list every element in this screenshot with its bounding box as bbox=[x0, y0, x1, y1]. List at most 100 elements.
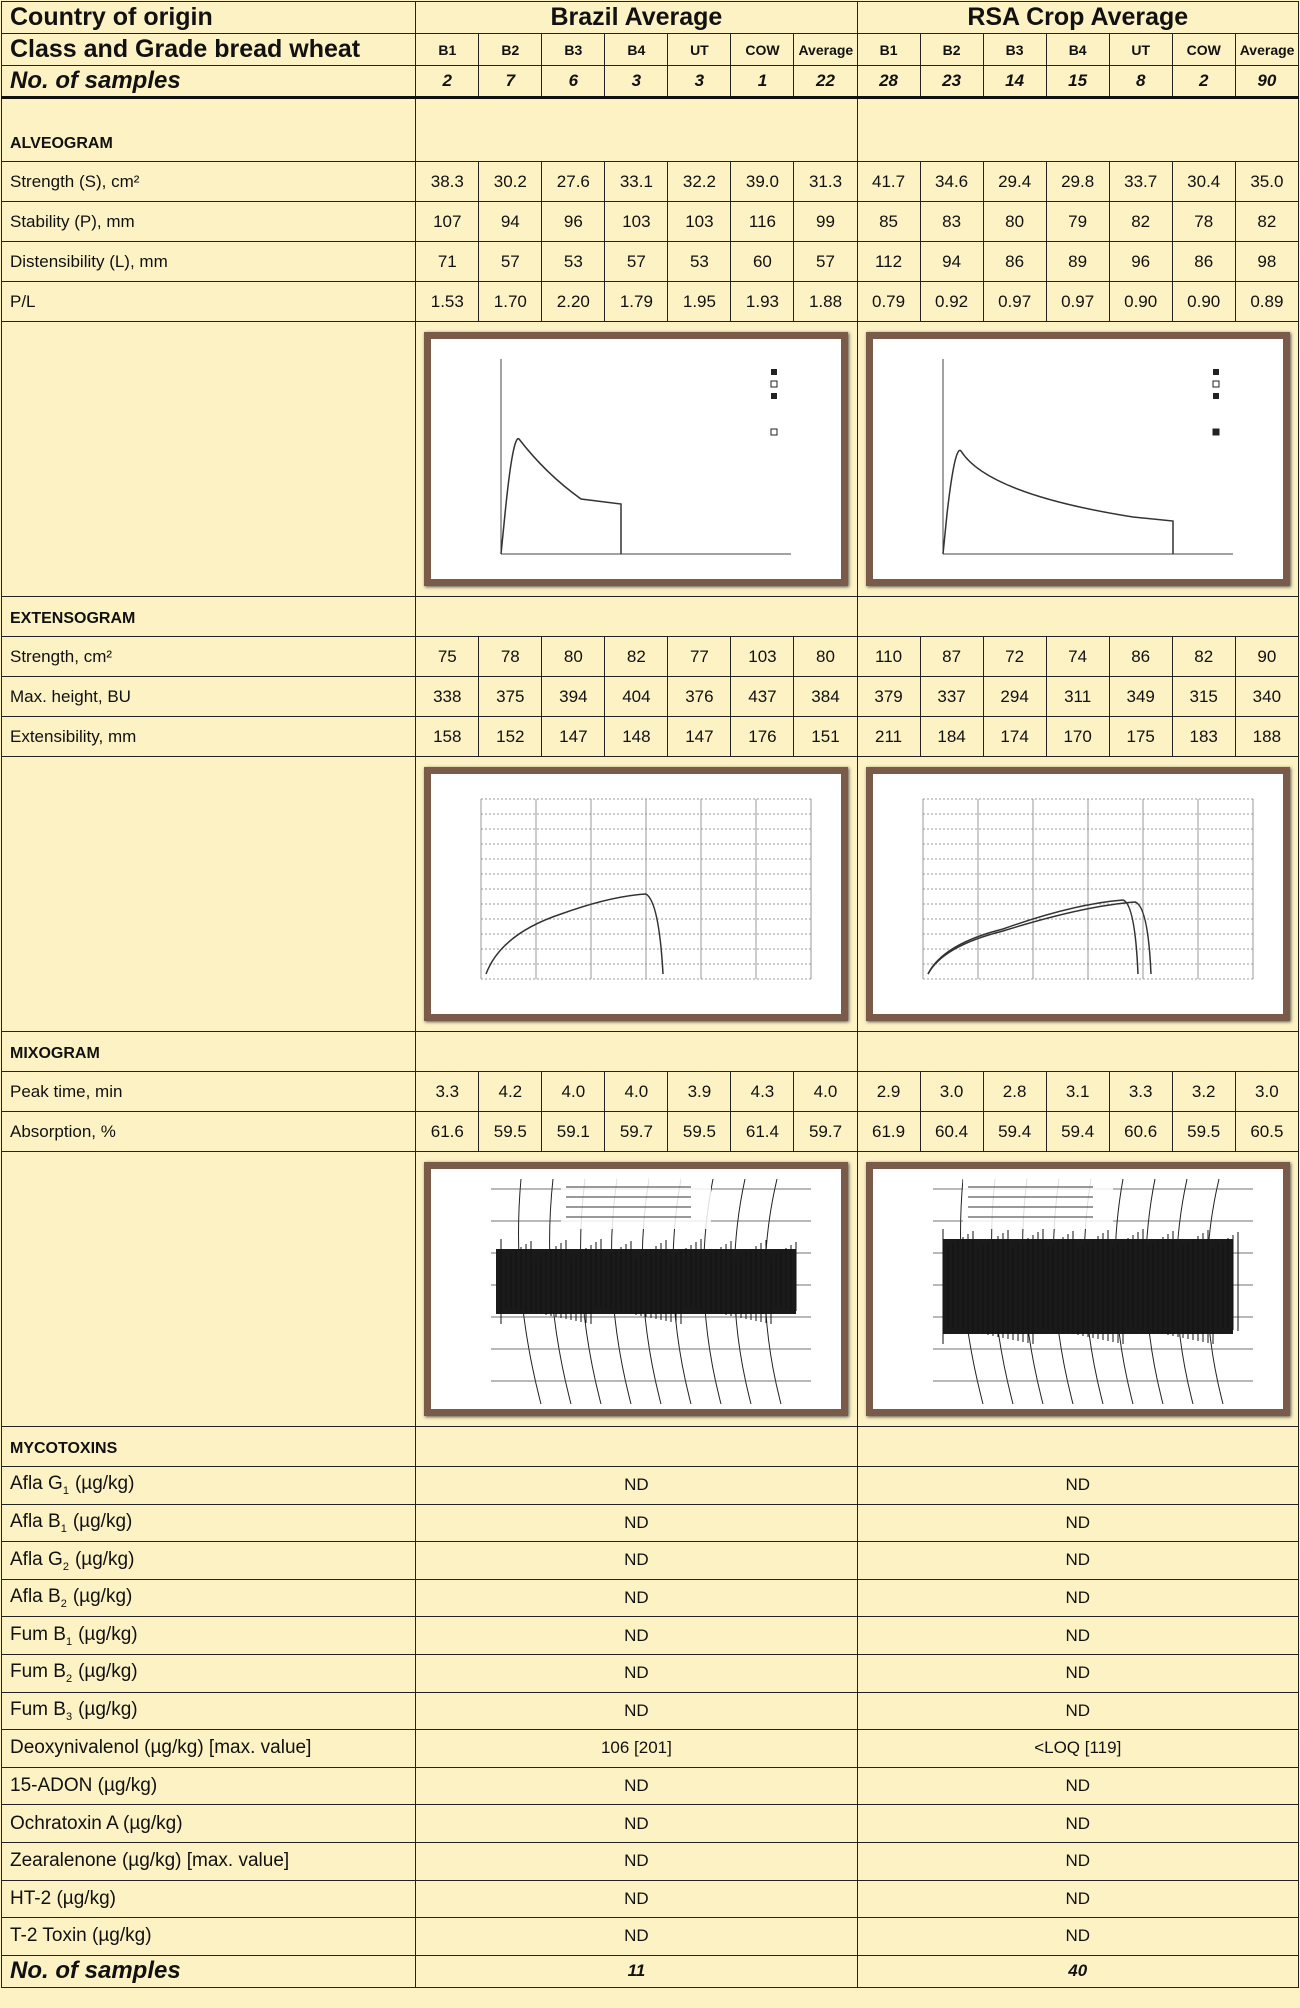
value-cell: 86 bbox=[983, 242, 1046, 282]
class-header: B4 bbox=[1046, 34, 1109, 66]
graph-stroke bbox=[1213, 429, 1219, 435]
value-cell: 311 bbox=[1046, 677, 1109, 717]
value-cell: 1.88 bbox=[794, 282, 857, 322]
class-header: UT bbox=[668, 34, 731, 66]
value-cell: 3.2 bbox=[1172, 1072, 1235, 1112]
value-cell: 30.2 bbox=[479, 162, 542, 202]
value-cell: 89 bbox=[1046, 242, 1109, 282]
graph-cell bbox=[416, 322, 857, 597]
empty-cell bbox=[416, 597, 857, 637]
value-cell: ND bbox=[857, 1467, 1298, 1505]
class-header: Average bbox=[794, 34, 857, 66]
row-label: Strength (S), cm² bbox=[2, 162, 416, 202]
value-cell: 77 bbox=[668, 637, 731, 677]
value-cell: 90 bbox=[1235, 637, 1298, 677]
row-label: P/L bbox=[2, 282, 416, 322]
graph-image bbox=[431, 1169, 841, 1409]
class-header: Average bbox=[1235, 34, 1298, 66]
value-cell: 148 bbox=[605, 717, 668, 757]
graph-frame bbox=[424, 1162, 848, 1416]
group-header: RSA Crop Average bbox=[857, 2, 1298, 34]
table-row: Afla B2(µg/kg)NDND bbox=[2, 1579, 1299, 1617]
value-cell: 337 bbox=[920, 677, 983, 717]
row-label: Afla G bbox=[10, 1473, 63, 1494]
value-cell: 0.97 bbox=[983, 282, 1046, 322]
value-cell: 59.4 bbox=[983, 1112, 1046, 1152]
value-cell: 31.3 bbox=[794, 162, 857, 202]
graph-stroke bbox=[771, 393, 777, 399]
value-cell: 41.7 bbox=[857, 162, 920, 202]
value-cell: 340 bbox=[1235, 677, 1298, 717]
table-row: ALVEOGRAM bbox=[2, 98, 1299, 162]
value-cell: ND bbox=[857, 1617, 1298, 1655]
value-cell: 0.90 bbox=[1172, 282, 1235, 322]
value-cell: 174 bbox=[983, 717, 1046, 757]
value-cell: 107 bbox=[416, 202, 479, 242]
table-row bbox=[2, 322, 1299, 597]
empty-cell bbox=[2, 757, 416, 1032]
table-row: MYCOTOXINS bbox=[2, 1427, 1299, 1467]
unit: (µg/kg) bbox=[75, 1549, 135, 1570]
row-label-cell: Deoxynivalenol (µg/kg) [max. value] bbox=[2, 1730, 416, 1768]
value-cell: ND bbox=[857, 1805, 1298, 1843]
value-cell: 2.8 bbox=[983, 1072, 1046, 1112]
value-cell: ND bbox=[857, 1692, 1298, 1730]
row-label-cell: Afla B1(µg/kg) bbox=[2, 1504, 416, 1542]
value-cell: 59.5 bbox=[668, 1112, 731, 1152]
value-cell: 86 bbox=[1109, 637, 1172, 677]
graph-stroke bbox=[771, 369, 777, 375]
row-label: Distensibility (L), mm bbox=[2, 242, 416, 282]
value-cell: 59.5 bbox=[1172, 1112, 1235, 1152]
value-cell: 86 bbox=[1172, 242, 1235, 282]
value-cell: 3.3 bbox=[1109, 1072, 1172, 1112]
sample-count: 11 bbox=[416, 1955, 857, 1987]
value-cell: 116 bbox=[731, 202, 794, 242]
value-cell: ND bbox=[416, 1654, 857, 1692]
empty-cell bbox=[2, 1152, 416, 1427]
value-cell: 33.7 bbox=[1109, 162, 1172, 202]
row-label-cell: 15-ADON (µg/kg) bbox=[2, 1767, 416, 1805]
sample-count: 3 bbox=[668, 66, 731, 98]
unit: (µg/kg) bbox=[78, 1624, 138, 1645]
value-cell: 183 bbox=[1172, 717, 1235, 757]
graph-image bbox=[873, 339, 1283, 579]
value-cell: 110 bbox=[857, 637, 920, 677]
value-cell: ND bbox=[416, 1880, 857, 1918]
section-title: ALVEOGRAM bbox=[2, 98, 416, 162]
value-cell: 61.9 bbox=[857, 1112, 920, 1152]
row-label-cell: HT-2 (µg/kg) bbox=[2, 1880, 416, 1918]
value-cell: 99 bbox=[794, 202, 857, 242]
value-cell: 0.79 bbox=[857, 282, 920, 322]
value-cell: 78 bbox=[1172, 202, 1235, 242]
value-cell: 384 bbox=[794, 677, 857, 717]
graph-image bbox=[873, 1169, 1283, 1409]
sample-count: 15 bbox=[1046, 66, 1109, 98]
table-row: Afla B1(µg/kg)NDND bbox=[2, 1504, 1299, 1542]
value-cell: 1.93 bbox=[731, 282, 794, 322]
graph-frame bbox=[424, 332, 848, 586]
table-row bbox=[2, 757, 1299, 1032]
value-cell: 98 bbox=[1235, 242, 1298, 282]
value-cell: 103 bbox=[668, 202, 731, 242]
header-label: Country of origin bbox=[2, 2, 416, 34]
table-row: Afla G2(µg/kg)NDND bbox=[2, 1542, 1299, 1580]
value-cell: 82 bbox=[1235, 202, 1298, 242]
table-row: No. of samples1140 bbox=[2, 1955, 1299, 1987]
value-cell: 59.1 bbox=[542, 1112, 605, 1152]
row-label: HT-2 (µg/kg) bbox=[10, 1888, 116, 1909]
value-cell: ND bbox=[416, 1504, 857, 1542]
value-cell: 34.6 bbox=[920, 162, 983, 202]
graph-stroke bbox=[943, 450, 1173, 554]
graph-stroke bbox=[1213, 369, 1219, 375]
value-cell: 379 bbox=[857, 677, 920, 717]
value-cell: 147 bbox=[542, 717, 605, 757]
empty-cell bbox=[416, 98, 857, 162]
value-cell: ND bbox=[416, 1579, 857, 1617]
value-cell: 375 bbox=[479, 677, 542, 717]
value-cell: 53 bbox=[668, 242, 731, 282]
